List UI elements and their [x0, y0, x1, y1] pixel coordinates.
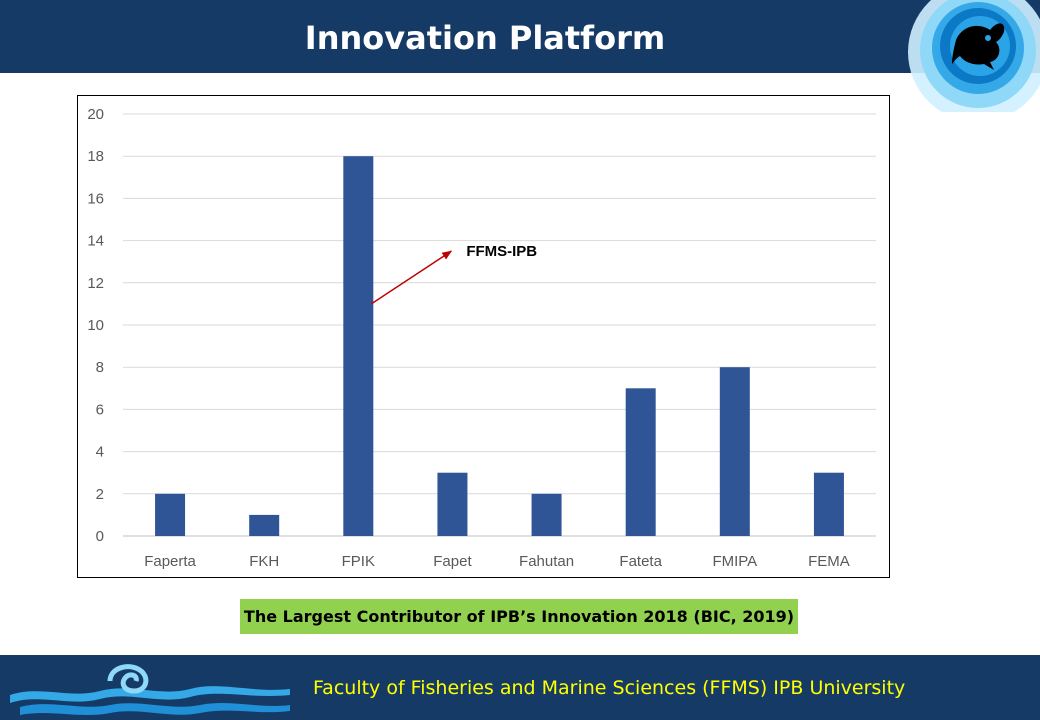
chart-caption: The Largest Contributor of IPB’s Innovat… — [240, 599, 798, 634]
x-axis-categories: Faperta FKH FPIK Fapet Fahutan Fateta FMIPA FEM… — [144, 553, 850, 570]
y-tick-label: 10 — [87, 317, 104, 334]
y-axis-ticks: 0 2 4 6 8 10 12 14 16 18 20 — [87, 106, 104, 545]
x-category-label: FEMA — [808, 553, 850, 570]
bar-fpik — [343, 156, 374, 536]
bars — [155, 156, 844, 536]
chart-frame: 0 2 4 6 8 10 12 14 16 18 20 Faperta FKH FPIK Fapet Fah… — [77, 95, 890, 578]
bar-fema — [813, 472, 844, 536]
bar-fapet — [437, 472, 468, 536]
x-category-label: FMIPA — [712, 553, 757, 570]
x-category-label: Fahutan — [519, 553, 574, 570]
annotation: FFMS-IPB — [370, 243, 537, 305]
footer-text: Faculty of Fisheries and Marine Sciences… — [313, 677, 906, 699]
y-tick-label: 12 — [87, 275, 104, 292]
y-tick-label: 14 — [87, 233, 104, 250]
y-tick-label: 4 — [96, 444, 104, 461]
page-title: Innovation Platform — [304, 19, 666, 57]
bar-fmipa — [719, 367, 750, 536]
bar-chart: 0 2 4 6 8 10 12 14 16 18 20 Faperta FKH FPIK Fapet Fah… — [87, 106, 876, 570]
footer-bar: Faculty of Fisheries and Marine Sciences… — [0, 655, 1040, 720]
bar-fateta — [625, 388, 656, 536]
y-tick-label: 2 — [96, 486, 104, 503]
x-category-label: Faperta — [144, 553, 196, 570]
wave-icon — [10, 664, 290, 715]
bar-fahutan — [531, 493, 562, 536]
y-tick-label: 6 — [96, 401, 104, 418]
y-tick-label: 20 — [87, 106, 104, 123]
x-category-label: FPIK — [342, 553, 375, 570]
x-category-label: Fapet — [433, 553, 472, 570]
annotation-arrow — [370, 250, 453, 305]
grid-lines — [123, 113, 876, 537]
x-category-label: FKH — [249, 553, 279, 570]
y-tick-label: 8 — [96, 359, 104, 376]
y-tick-label: 0 — [96, 528, 104, 545]
x-category-label: Fateta — [619, 553, 662, 570]
bar-faperta — [155, 493, 186, 536]
y-tick-label: 18 — [87, 148, 104, 165]
y-tick-label: 16 — [87, 190, 104, 207]
annotation-label: FFMS-IPB — [466, 243, 537, 260]
fish-icon — [908, 0, 1040, 112]
bar-fkh — [249, 514, 280, 536]
header-bar: Innovation Platform — [0, 0, 1040, 73]
